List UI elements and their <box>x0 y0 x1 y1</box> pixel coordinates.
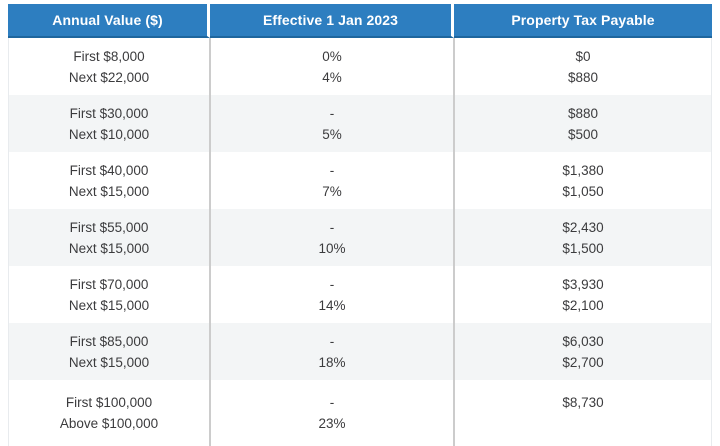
annual-value-line: First $100,000 <box>65 395 153 410</box>
tax-payable-cell: $6,030 $2,700 <box>455 323 711 380</box>
annual-value-line: Next $15,000 <box>68 297 150 313</box>
column-header-annual-value: Annual Value ($) <box>8 4 210 38</box>
table-row-5: First $70,000 Next $15,000 - 14% $3,930 … <box>9 266 711 323</box>
annual-value-line: First $8,000 <box>73 48 145 64</box>
annual-value-cell: First $70,000 Next $15,000 <box>9 266 211 323</box>
tax-line: $8,730 <box>562 395 604 410</box>
table-row-7: First $100,000 Above $100,000 - 23% $8,7… <box>9 380 711 446</box>
tax-payable-cell: $2,430 $1,500 <box>455 209 711 266</box>
tax-payable-cell: $8,730 <box>455 380 711 446</box>
annual-value-cell: First $100,000 Above $100,000 <box>9 380 211 446</box>
rate-cell: - 5% <box>211 95 455 152</box>
rate-line: 5% <box>322 126 342 142</box>
column-header-tax-payable: Property Tax Payable <box>454 4 712 38</box>
rate-line: 0% <box>322 48 342 64</box>
rate-line: - <box>329 333 335 349</box>
rate-line: - <box>329 395 335 410</box>
annual-value-line: First $70,000 <box>69 276 149 292</box>
annual-value-cell: First $40,000 Next $15,000 <box>9 152 211 209</box>
annual-value-line: First $40,000 <box>69 162 149 178</box>
tax-line: $2,700 <box>562 354 604 370</box>
table-body: First $8,000 Next $22,000 0% 4% $0 $880 … <box>8 38 712 446</box>
annual-value-line: First $30,000 <box>69 105 149 121</box>
tax-line: $0 <box>575 48 591 64</box>
annual-value-line: Next $15,000 <box>68 354 150 370</box>
tax-line: $880 <box>567 105 599 121</box>
rate-line: - <box>329 219 335 235</box>
rate-line: 23% <box>318 416 346 431</box>
rate-cell: - 14% <box>211 266 455 323</box>
tax-line: $880 <box>567 69 599 85</box>
rate-cell: 0% 4% <box>211 38 455 95</box>
column-header-effective-date: Effective 1 Jan 2023 <box>210 4 454 38</box>
annual-value-line: Next $15,000 <box>68 240 150 256</box>
annual-value-cell: First $85,000 Next $15,000 <box>9 323 211 380</box>
rate-cell: - 18% <box>211 323 455 380</box>
annual-value-cell: First $55,000 Next $15,000 <box>9 209 211 266</box>
annual-value-line: Next $10,000 <box>68 126 150 142</box>
tax-line: $1,500 <box>562 240 604 256</box>
tax-line: $2,430 <box>562 219 604 235</box>
rate-line: 14% <box>318 297 346 313</box>
annual-value-line: First $85,000 <box>69 333 149 349</box>
rate-line: 7% <box>322 183 342 199</box>
annual-value-line: Next $22,000 <box>68 69 150 85</box>
rate-line: - <box>329 105 335 121</box>
tax-payable-cell: $1,380 $1,050 <box>455 152 711 209</box>
tax-line: $6,030 <box>562 333 604 349</box>
rate-line: - <box>329 162 335 178</box>
annual-value-cell: First $8,000 Next $22,000 <box>9 38 211 95</box>
rate-cell: - 10% <box>211 209 455 266</box>
property-tax-table: Annual Value ($) Effective 1 Jan 2023 Pr… <box>8 4 712 446</box>
tax-payable-cell: $0 $880 <box>455 38 711 95</box>
rate-line: - <box>329 276 335 292</box>
table-header-row: Annual Value ($) Effective 1 Jan 2023 Pr… <box>8 4 712 38</box>
tax-line: $1,050 <box>562 183 604 199</box>
tax-payable-cell: $880 $500 <box>455 95 711 152</box>
rate-cell: - 23% <box>211 380 455 446</box>
annual-value-line: Next $15,000 <box>68 183 150 199</box>
annual-value-cell: First $30,000 Next $10,000 <box>9 95 211 152</box>
tax-line: $3,930 <box>562 276 604 292</box>
tax-line: $2,100 <box>562 297 604 313</box>
tax-payable-cell: $3,930 $2,100 <box>455 266 711 323</box>
annual-value-line: Above $100,000 <box>59 416 159 431</box>
table-row-2: First $30,000 Next $10,000 - 5% $880 $50… <box>9 95 711 152</box>
tax-line: $1,380 <box>562 162 604 178</box>
tax-line: $500 <box>567 126 599 142</box>
annual-value-line: First $55,000 <box>69 219 149 235</box>
table-row-6: First $85,000 Next $15,000 - 18% $6,030 … <box>9 323 711 380</box>
rate-line: 10% <box>318 240 346 256</box>
rate-line: 4% <box>322 69 342 85</box>
rate-line: 18% <box>318 354 346 370</box>
rate-cell: - 7% <box>211 152 455 209</box>
table-row-1: First $8,000 Next $22,000 0% 4% $0 $880 <box>9 38 711 95</box>
table-row-4: First $55,000 Next $15,000 - 10% $2,430 … <box>9 209 711 266</box>
table-row-3: First $40,000 Next $15,000 - 7% $1,380 $… <box>9 152 711 209</box>
